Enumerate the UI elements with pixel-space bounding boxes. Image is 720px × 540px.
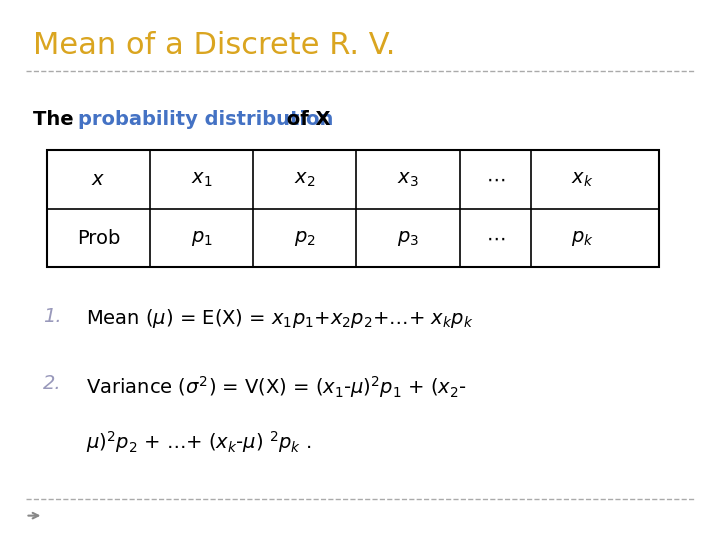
Text: 1.: 1. <box>43 307 62 326</box>
Text: $p_3$: $p_3$ <box>397 228 419 248</box>
Text: $x_2$: $x_2$ <box>294 170 315 189</box>
Text: The: The <box>32 111 80 130</box>
Text: of X: of X <box>280 111 330 130</box>
Text: $x_1$: $x_1$ <box>191 170 212 189</box>
Bar <box>47 150 659 267</box>
Text: Mean of a Discrete R. V.: Mean of a Discrete R. V. <box>32 31 395 60</box>
Text: $\cdots$: $\cdots$ <box>485 170 505 189</box>
Text: Variance ($\sigma^2$) = V(X) = $(x_1$-$\mu)^2 p_1$ + $(x_2$-: Variance ($\sigma^2$) = V(X) = $(x_1$-$\… <box>86 374 467 400</box>
Text: $\mu)^2 p_2$ + $\ldots$+ $(x_k$-$\mu$) $^2 p_k$ .: $\mu)^2 p_2$ + $\ldots$+ $(x_k$-$\mu$) $… <box>86 429 312 455</box>
Text: $\cdots$: $\cdots$ <box>485 228 505 248</box>
Text: $p_2$: $p_2$ <box>294 228 315 248</box>
Text: $x$: $x$ <box>91 170 106 189</box>
Text: $p_1$: $p_1$ <box>191 228 212 248</box>
Text: $p_k$: $p_k$ <box>571 228 594 248</box>
Text: Mean ($\mu$) = E(X) = $x_1 p_1$+$x_2 p_2$+$\ldots$+ $x_k p_k$: Mean ($\mu$) = E(X) = $x_1 p_1$+$x_2 p_2… <box>86 307 474 330</box>
Text: 2.: 2. <box>43 374 62 393</box>
Text: $x_3$: $x_3$ <box>397 170 419 189</box>
Text: $x_k$: $x_k$ <box>571 170 593 189</box>
Text: probability distribution: probability distribution <box>78 111 333 130</box>
Text: Prob: Prob <box>77 228 120 248</box>
